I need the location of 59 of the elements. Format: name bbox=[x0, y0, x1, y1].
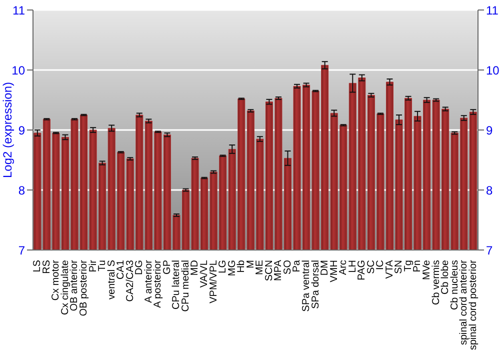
x-tick-label: ME bbox=[254, 260, 266, 275]
y-tick-label: 10 bbox=[12, 63, 26, 78]
x-tick-label: CA2/CA3 bbox=[124, 260, 136, 302]
x-tick-label: Cb nucleus bbox=[449, 260, 460, 310]
x-tick-label: DM bbox=[320, 260, 331, 276]
x-tick-label: Cx cingulate bbox=[60, 260, 71, 316]
x-tick-label: SO bbox=[282, 260, 294, 274]
x-tick-label: SN bbox=[394, 260, 405, 274]
y-tick-label: 9 bbox=[18, 123, 26, 138]
x-tick-label: SCN bbox=[264, 260, 275, 282]
x-tick-label: PAG bbox=[356, 260, 368, 280]
x-tick-label: LH bbox=[347, 260, 358, 273]
x-tick-label: Cx motor bbox=[50, 259, 62, 301]
x-tick-label: Arc bbox=[338, 260, 350, 275]
y2-tick-label: 8 bbox=[486, 183, 493, 198]
x-tick-label: MPA bbox=[273, 260, 284, 281]
y-tick-label: 8 bbox=[18, 183, 26, 198]
x-tick-label: SPa dorsal bbox=[310, 260, 322, 309]
x-tick-label: A posterior bbox=[152, 259, 164, 308]
x-tick-label: LG bbox=[218, 260, 229, 274]
x-tick-label: VMH bbox=[328, 260, 340, 282]
y-axis-title: Log2 (expression) bbox=[0, 82, 14, 178]
x-tick-label: Cb vermis bbox=[430, 260, 442, 306]
x-tick-label: IC bbox=[375, 260, 386, 270]
x-tick-label: LS bbox=[32, 260, 44, 272]
x-tick-label: Pn bbox=[412, 260, 424, 272]
x-tick-label: VTA bbox=[384, 260, 396, 279]
x-tick-label: MVe bbox=[422, 260, 433, 280]
x-tick-label: RS bbox=[41, 260, 52, 274]
x-tick-label: CPu lateral bbox=[171, 260, 182, 310]
x-tick-label: Tg bbox=[402, 260, 414, 272]
y2-tick-label: 10 bbox=[486, 63, 500, 78]
x-tick-label: Tu bbox=[97, 260, 108, 272]
y2-tick-label: 9 bbox=[486, 123, 493, 138]
x-tick-label: DG bbox=[134, 260, 146, 275]
y2-tick-label: 11 bbox=[486, 3, 499, 18]
x-tick-label: CPu medial bbox=[180, 260, 192, 312]
x-tick-label: MG bbox=[226, 260, 238, 276]
x-tick-label: OB anterior bbox=[69, 259, 80, 312]
x-tick-label: OB posterior bbox=[78, 259, 90, 316]
x-tick-label: CA1 bbox=[116, 260, 127, 280]
x-tick-label: Pir bbox=[88, 259, 99, 272]
x-tick-label: MD bbox=[190, 260, 201, 276]
x-tick-label: SPa ventral bbox=[300, 260, 312, 312]
x-tick-label: M bbox=[245, 260, 256, 268]
x-tick-label: VPM/VPL bbox=[208, 260, 220, 304]
x-tick-label: Cb lobe bbox=[440, 260, 452, 294]
x-tick-label: spinal cord anterior bbox=[458, 259, 470, 346]
x-tick-label: SC bbox=[366, 260, 377, 274]
x-tick-label: A anterior bbox=[143, 259, 154, 303]
x-tick-label: Pa bbox=[292, 260, 303, 272]
x-tick-label: ventral S bbox=[106, 260, 118, 300]
x-tick-label: GP bbox=[162, 260, 173, 274]
y-tick-label: 11 bbox=[12, 3, 26, 18]
x-tick-label: Hb bbox=[236, 260, 248, 273]
y2-tick-label: 7 bbox=[486, 243, 493, 258]
x-tick-label: VA/VL bbox=[199, 260, 210, 288]
y-tick-label: 7 bbox=[18, 243, 26, 258]
x-tick-label: spinal cord posterior bbox=[468, 259, 479, 350]
